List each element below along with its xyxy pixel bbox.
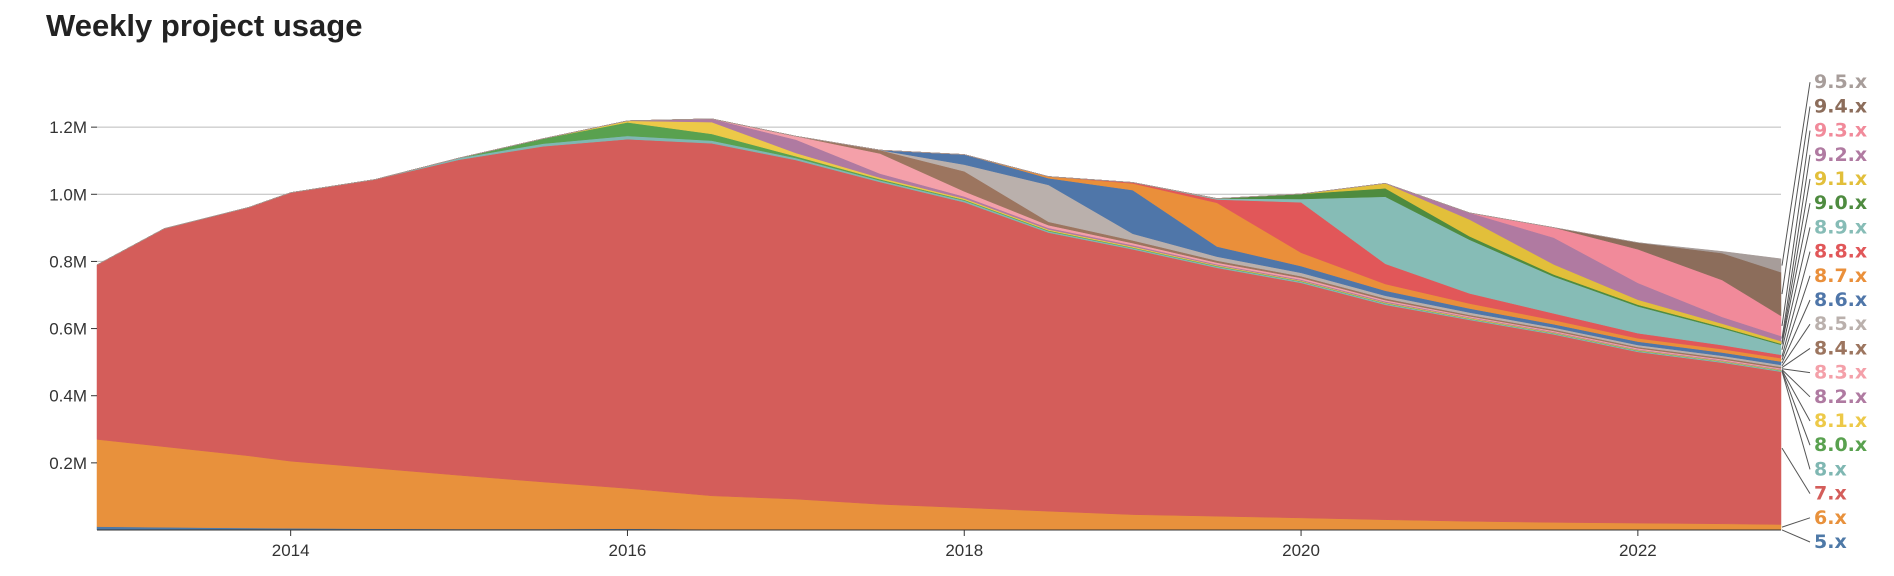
legend-label-8-6-x: 8.6.x	[1814, 289, 1867, 311]
x-tick-label: 2014	[272, 541, 310, 560]
x-axis: 2014 2016 2018 2020 2022	[97, 529, 1781, 560]
legend-leader-9-0-x	[1781, 203, 1811, 345]
legend-leader-8-3-x	[1781, 368, 1811, 374]
y-tick-label: 1.2M	[49, 118, 87, 137]
x-tick-label: 2020	[1282, 541, 1320, 560]
legend-label-7-x: 7.x	[1814, 483, 1847, 505]
legend-label-8-x: 8.x	[1814, 458, 1847, 480]
legend-leader-8-x	[1781, 371, 1811, 470]
y-tick-label: 1.0M	[49, 185, 87, 204]
legend-leader-9-1-x	[1781, 178, 1811, 343]
legend: 5.x6.x7.x 8.x8.0.x8.1.x8.2.x8.3.x 8.4.x8.5…	[1781, 71, 1867, 553]
legend-leader-5-x	[1781, 529, 1811, 543]
legend-label-9-0-x: 9.0.x	[1814, 192, 1867, 214]
legend-label-9-1-x: 9.1.x	[1814, 168, 1867, 190]
legend-leader-8-9-x	[1781, 227, 1811, 350]
legend-label-8-2-x: 8.2.x	[1814, 386, 1867, 408]
x-tick-label: 2022	[1619, 541, 1657, 560]
legend-label-8-0-x: 8.0.x	[1814, 434, 1867, 456]
legend-leader-9-2-x	[1781, 154, 1811, 339]
x-tick-label: 2018	[945, 541, 983, 560]
y-tick-label: 0.4M	[49, 387, 87, 406]
legend-label-8-7-x: 8.7.x	[1814, 265, 1867, 287]
y-tick-label: 0.8M	[49, 252, 87, 271]
legend-label-8-3-x: 8.3.x	[1814, 362, 1867, 384]
legend-label-8-4-x: 8.4.x	[1814, 337, 1867, 359]
legend-leader-8-4-x	[1781, 347, 1811, 368]
legend-leader-8-5-x	[1781, 323, 1811, 367]
y-axis: 0.2M 0.4M 0.6M 0.8M 1.0M 1.2M	[49, 118, 97, 473]
legend-label-5-x: 5.x	[1814, 531, 1847, 553]
y-tick-label: 0.2M	[49, 454, 87, 473]
legend-label-8-9-x: 8.9.x	[1814, 216, 1867, 238]
legend-label-9-2-x: 9.2.x	[1814, 144, 1867, 166]
legend-label-8-1-x: 8.1.x	[1814, 410, 1867, 432]
legend-leader-9-5-x	[1781, 82, 1811, 266]
legend-label-9-5-x: 9.5.x	[1814, 71, 1867, 93]
legend-leader-9-4-x	[1781, 106, 1811, 295]
chart-title: Weekly project usage	[46, 8, 363, 43]
legend-label-8-5-x: 8.5.x	[1814, 313, 1867, 335]
area-series	[96, 118, 1782, 531]
legend-leader-8-6-x	[1781, 299, 1811, 364]
legend-label-6-x: 6.x	[1814, 507, 1847, 529]
x-tick-label: 2016	[609, 541, 647, 560]
legend-label-9-4-x: 9.4.x	[1814, 95, 1867, 117]
legend-leader-8-1-x	[1781, 369, 1811, 422]
legend-label-9-3-x: 9.3.x	[1814, 120, 1867, 142]
legend-leader-8-7-x	[1781, 275, 1811, 361]
legend-leader-8-0-x	[1781, 370, 1811, 446]
legend-label-8-8-x: 8.8.x	[1814, 241, 1867, 263]
legend-leader-6-x	[1781, 517, 1811, 528]
legend-leader-8-2-x	[1781, 369, 1811, 398]
legend-leader-9-3-x	[1781, 130, 1811, 327]
area-9-5-x	[96, 118, 1782, 273]
legend-leader-7-x	[1781, 447, 1811, 494]
legend-leader-8-8-x	[1781, 251, 1811, 357]
y-tick-label: 0.6M	[49, 320, 87, 339]
